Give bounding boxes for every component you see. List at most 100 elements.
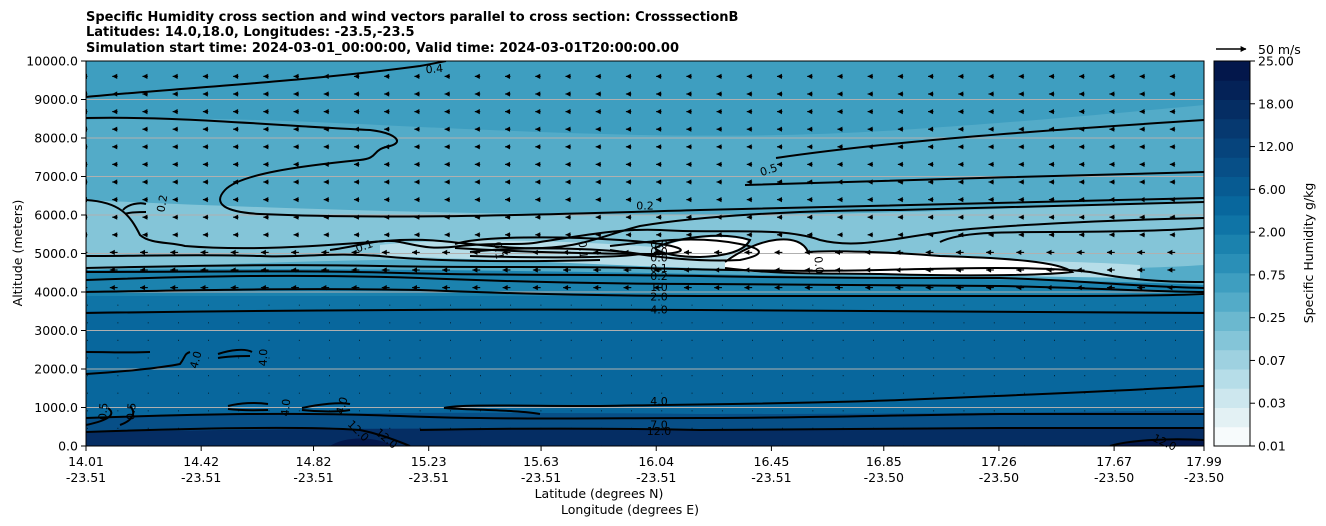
colorbar-band — [1214, 99, 1250, 120]
contour-label: 0.1 — [650, 262, 668, 275]
chart-title-line-3: Simulation start time: 2024-03-01_00:00:… — [86, 41, 679, 56]
contour-line-4.0-mid — [301, 402, 351, 413]
humidity-fill-boundary-layer — [86, 311, 1204, 446]
contour-line-12.0 — [86, 426, 1204, 446]
colorbar-tick-label: 12.00 — [1258, 139, 1294, 154]
contour-label: 0.0 — [650, 238, 668, 251]
contour-label: 4.0 — [187, 350, 204, 370]
contour-line-4.0-lower — [443, 385, 1204, 409]
humidity-fill-dry-pocket — [725, 239, 1072, 276]
colorbar-frame — [1213, 60, 1251, 447]
contour-label: 0.2 — [636, 199, 654, 212]
x-tick-label-lon: -23.50 — [864, 470, 904, 485]
colorbar-band — [1214, 407, 1250, 428]
colorbar-tick-label: 18.00 — [1258, 96, 1294, 111]
x-tick-label-lat: 14.01 — [68, 454, 104, 469]
colorbar-band — [1214, 272, 1250, 293]
contour-line-inner-loop-2 — [469, 247, 641, 259]
colorbar-band — [1214, 157, 1250, 177]
colorbar-band — [1214, 215, 1250, 235]
contour-label: 0.5 — [96, 402, 110, 421]
x-tick-label-lon: -23.51 — [409, 470, 449, 485]
contour-label: 4.0 — [279, 398, 293, 417]
contour-label: 7.0 — [650, 418, 668, 431]
y-tick-label: 3000.0 — [34, 323, 78, 338]
chart-title-line-1: Specific Humidity cross section and wind… — [86, 10, 738, 25]
y-axis-label: Altitude (meters) — [10, 200, 25, 307]
chart-title-line-2: Latitudes: 14.0,18.0, Longitudes: -23.5,… — [86, 25, 415, 40]
contour-label: 4.0 — [650, 303, 668, 316]
x-tick-label-lon: -23.51 — [181, 470, 221, 485]
contour-line-4.0-lower-b — [443, 407, 541, 415]
contour-label: 4.0 — [334, 396, 351, 416]
colorbar-band — [1214, 330, 1250, 351]
x-tick-label-lon: -23.50 — [979, 470, 1019, 485]
colorbar-band — [1214, 176, 1250, 197]
x-tick-label-lat: 16.85 — [866, 454, 902, 469]
wind-vectors — [80, 73, 1176, 446]
x-axis-label-latitude: Latitude (degrees N) — [535, 486, 664, 501]
contour-line-upper-left — [86, 116, 1204, 218]
colorbar-band — [1214, 311, 1250, 331]
colorbar — [1214, 61, 1250, 447]
contour-line-0.5 — [775, 119, 1204, 159]
contour-label: 1.0 — [650, 281, 668, 294]
humidity-fill-dry-layer — [86, 200, 1204, 270]
colorbar-band — [1214, 195, 1250, 216]
x-tick-label-lat: 16.45 — [754, 454, 790, 469]
wind-arrow — [80, 267, 85, 272]
y-tick-label: 4000.0 — [34, 285, 78, 300]
colorbar-tick-label: 6.00 — [1258, 182, 1286, 197]
x-tick-label-lat: 17.26 — [981, 454, 1017, 469]
x-tick-label-lat: 15.63 — [523, 454, 559, 469]
x-tick-label-lon: -23.51 — [293, 470, 333, 485]
contour-label: 0.1 — [354, 237, 375, 255]
contour-line-0.0-ring — [609, 238, 760, 262]
colorbar-band — [1214, 234, 1250, 254]
contour-label: 2.0 — [650, 291, 668, 304]
x-tick-label-lon: -23.51 — [751, 470, 791, 485]
y-tick-label: 5000.0 — [34, 246, 78, 261]
y-axis-ticks: 0.0 1000.0 2000.0 3000.0 4000.0 5000.0 6000.0 7… — [26, 54, 86, 454]
x-tick-label-lat: 14.42 — [183, 454, 219, 469]
contour-label: 12.0 — [647, 425, 672, 438]
colorbar-band — [1214, 369, 1250, 389]
colorbar-ticks: 0.01 0.03 0.07 0.25 0.75 2.00 6.00 12.00 18.00 25… — [1250, 54, 1294, 454]
contour-label: 0.1 — [575, 240, 589, 259]
colorbar-tick-label: 0.75 — [1258, 267, 1286, 282]
contour-line-12.0-bottom — [1109, 438, 1204, 446]
x-tick-label-lon: -23.50 — [1094, 470, 1134, 485]
quiver-key: 50 m/s — [1216, 42, 1301, 57]
x-axis-label-longitude: Longitude (degrees E) — [561, 502, 699, 517]
contour-line-0.1-b — [939, 227, 1204, 243]
humidity-fill-surface — [86, 428, 1204, 446]
x-tick-label-lon: -23.51 — [636, 470, 676, 485]
wind-arrow — [80, 250, 85, 255]
x-tick-label-lat: 16.04 — [638, 454, 674, 469]
colorbar-label: Specific Humidity g/kg — [1301, 183, 1316, 324]
y-tick-label: 1000.0 — [34, 400, 78, 415]
colorbar-band — [1214, 388, 1250, 408]
plot-area — [80, 61, 1204, 446]
contour-line-0.1 — [329, 217, 1204, 251]
contour-label: 0.5 — [124, 402, 138, 421]
contour-line-7.0 — [86, 412, 1204, 420]
contour-lines — [86, 61, 1204, 446]
x-tick-label-lat: 15.23 — [411, 454, 447, 469]
colorbar-band — [1214, 426, 1250, 447]
x-axis-ticks: 14.01-23.5114.42-23.5114.82-23.5115.23-2… — [66, 446, 1224, 485]
contour-line-2.0 — [86, 288, 1204, 298]
contour-line-4.0 — [86, 308, 1204, 314]
contour-label: 0.1 — [491, 241, 507, 260]
colorbar-tick-label: 0.07 — [1258, 353, 1286, 368]
contour-line-4.0-mid-left — [227, 401, 269, 412]
contour-line-1.0 — [86, 274, 1204, 293]
contour-line-0.4 — [86, 61, 447, 98]
contour-label: 0.2 — [650, 270, 668, 283]
colorbar-tick-label: 0.03 — [1258, 396, 1286, 411]
contour-line-0.2-left-loop — [122, 202, 147, 215]
contour-line-left-band — [86, 253, 601, 263]
colorbar-tick-label: 0.01 — [1258, 439, 1286, 454]
contour-line-dry-pocket-2 — [654, 234, 752, 259]
